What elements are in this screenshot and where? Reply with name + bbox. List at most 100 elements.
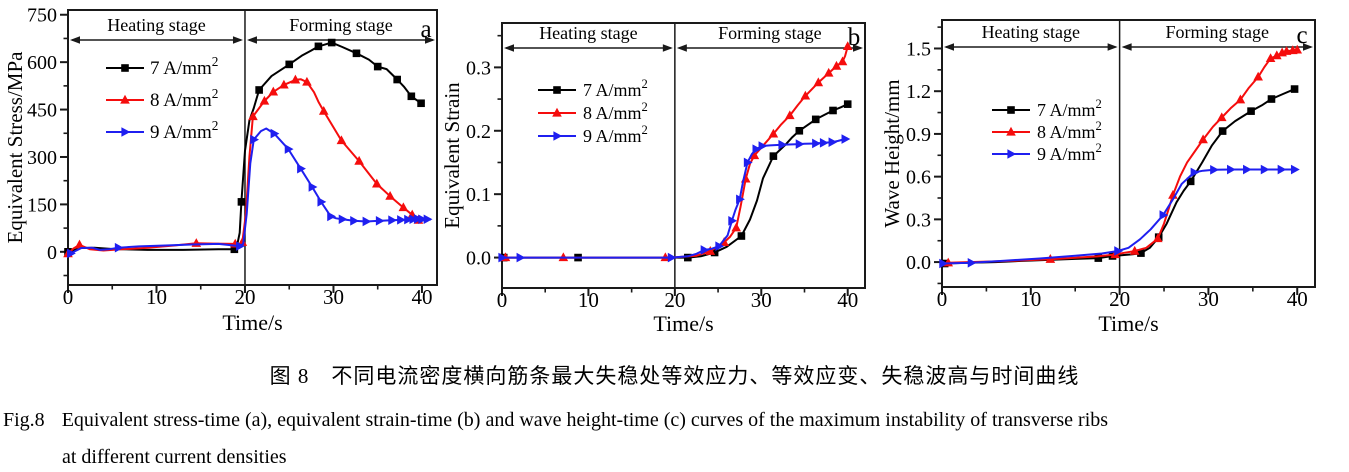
series-8A-marker bbox=[385, 190, 395, 200]
y-tick-label: 0.1 bbox=[466, 184, 491, 206]
series-8A-marker bbox=[354, 155, 364, 165]
series-9A-marker bbox=[284, 144, 294, 154]
y-tick-label: 0.9 bbox=[906, 124, 931, 146]
caption-english-line1: Fig.8 Equivalent stress-time (a), equival… bbox=[3, 409, 1349, 432]
series-7A-marker bbox=[1267, 95, 1276, 103]
stage-arrowhead-right bbox=[1107, 43, 1118, 51]
y-tick-label: 150 bbox=[27, 194, 57, 216]
y-axis-title: Equivalent Stress/MPa bbox=[3, 51, 27, 244]
series-7A-marker bbox=[407, 92, 416, 101]
series-9A-marker bbox=[317, 197, 327, 207]
caption-chinese: 图 8 不同电流密度横向筋条最大失稳处等效应力、等效应变、失稳波高与时间曲线 bbox=[269, 364, 1080, 388]
x-axis-title: Time/s bbox=[1098, 311, 1158, 336]
series-7A-marker bbox=[710, 248, 719, 257]
legend-label: 9 A/mm2 bbox=[150, 118, 218, 143]
series-8A-marker bbox=[268, 86, 279, 96]
legend-label: 7 A/mm2 bbox=[583, 77, 648, 100]
plot-frame bbox=[501, 22, 866, 289]
series-9A-marker bbox=[1227, 164, 1236, 175]
series-8A-marker bbox=[842, 41, 853, 51]
legend-item-7A: 7 A/mm2 bbox=[992, 97, 1102, 120]
stage-arrowhead-left bbox=[676, 44, 687, 52]
series-8A-marker bbox=[290, 74, 301, 84]
series-8A-marker bbox=[731, 222, 742, 232]
x-tick-label: 20 bbox=[234, 285, 255, 309]
x-tick-label: 10 bbox=[1020, 287, 1041, 311]
legend-label-sup: 2 bbox=[212, 86, 219, 101]
y-tick-label: 0.3 bbox=[906, 209, 931, 231]
y-tick-label: 300 bbox=[27, 147, 57, 169]
series-7A-marker bbox=[373, 62, 382, 71]
plot-frame bbox=[941, 19, 1316, 288]
stage-arrowhead-left bbox=[246, 36, 257, 44]
series-8A-marker bbox=[800, 90, 811, 100]
series-7A-marker bbox=[393, 75, 401, 84]
y-axis-title: Equivalent Strain bbox=[440, 82, 464, 229]
legend-label-sup: 2 bbox=[212, 118, 219, 133]
series-8A-marker bbox=[336, 135, 347, 145]
series-7A-marker bbox=[255, 86, 263, 94]
series-9A-marker bbox=[327, 211, 337, 222]
y-tick-label: 0.6 bbox=[906, 167, 931, 189]
series-9A-marker bbox=[819, 138, 829, 148]
series-9A-marker bbox=[752, 144, 762, 154]
series-8A-marker bbox=[823, 67, 834, 77]
series-8A-line bbox=[948, 48, 1298, 264]
figure-label: Fig.8 bbox=[3, 409, 45, 431]
series-8A-marker bbox=[1153, 233, 1163, 243]
stage-arrowhead-right bbox=[1303, 43, 1313, 51]
series-8A-marker bbox=[837, 56, 848, 66]
series-8A-marker bbox=[785, 110, 795, 120]
x-tick-label: 40 bbox=[837, 288, 858, 312]
series-9A bbox=[67, 127, 433, 259]
series-9A-marker bbox=[362, 216, 372, 227]
legend-marker bbox=[553, 86, 561, 94]
series-9A-marker bbox=[236, 241, 245, 251]
y-tick-label: 0.2 bbox=[466, 121, 491, 143]
legend-marker bbox=[552, 107, 562, 117]
chart-panel-c: 0 10 20 30 40 0.0 0.3 0.6 0.9 1.2 1.5 Time/s Wave He… bbox=[880, 19, 1316, 336]
stage-arrowhead-right bbox=[425, 36, 435, 44]
series-9A-marker bbox=[841, 134, 851, 144]
legend-marker bbox=[120, 94, 130, 104]
stage-label: Forming stage bbox=[289, 15, 393, 35]
legend-label-sup: 2 bbox=[642, 77, 648, 91]
y-tick-label: 450 bbox=[27, 100, 57, 122]
series-9A-marker bbox=[743, 157, 753, 168]
legend-label-sup: 2 bbox=[642, 123, 648, 137]
series-7A-marker bbox=[417, 99, 425, 108]
series-8A-marker bbox=[1253, 71, 1263, 81]
series-9A-marker bbox=[423, 214, 433, 225]
legend-label-sup: 2 bbox=[1096, 119, 1102, 133]
series-9A-marker bbox=[350, 216, 360, 226]
series-9A-marker bbox=[67, 248, 76, 259]
legend-label-sup: 2 bbox=[1096, 141, 1102, 155]
series-7A-marker bbox=[1247, 107, 1255, 115]
series-9A-marker bbox=[778, 139, 788, 150]
legend-item-9A: 9 A/mm2 bbox=[106, 118, 218, 143]
x-tick-label: 10 bbox=[578, 288, 599, 312]
series-9A bbox=[498, 134, 851, 263]
y-tick-label: 1.2 bbox=[906, 81, 931, 103]
series-8A-marker bbox=[318, 105, 329, 115]
series-8A-marker bbox=[259, 95, 270, 105]
series-8A-marker bbox=[831, 60, 842, 70]
series-9A-marker bbox=[728, 215, 738, 226]
series-8A-marker bbox=[279, 79, 289, 89]
series-9A-marker bbox=[388, 215, 398, 226]
legend-label: 9 A/mm2 bbox=[1037, 141, 1102, 164]
y-tick-label: 0.0 bbox=[466, 248, 491, 270]
legend-marker bbox=[1006, 126, 1016, 136]
legend-label: 7 A/mm2 bbox=[1037, 97, 1102, 120]
series-7A-marker bbox=[1290, 85, 1299, 93]
stage-arrowhead-left bbox=[1121, 43, 1132, 51]
series-9A-marker bbox=[667, 252, 677, 263]
series-9A-marker bbox=[250, 134, 260, 145]
series-9A-marker bbox=[812, 138, 821, 149]
legend-marker bbox=[553, 131, 563, 141]
legend-item-9A: 9 A/mm2 bbox=[992, 141, 1102, 164]
series-9A-marker bbox=[1159, 210, 1169, 220]
x-tick-label: 0 bbox=[63, 285, 74, 309]
series-9A-marker bbox=[338, 214, 348, 225]
panel-letter: a bbox=[420, 16, 431, 43]
